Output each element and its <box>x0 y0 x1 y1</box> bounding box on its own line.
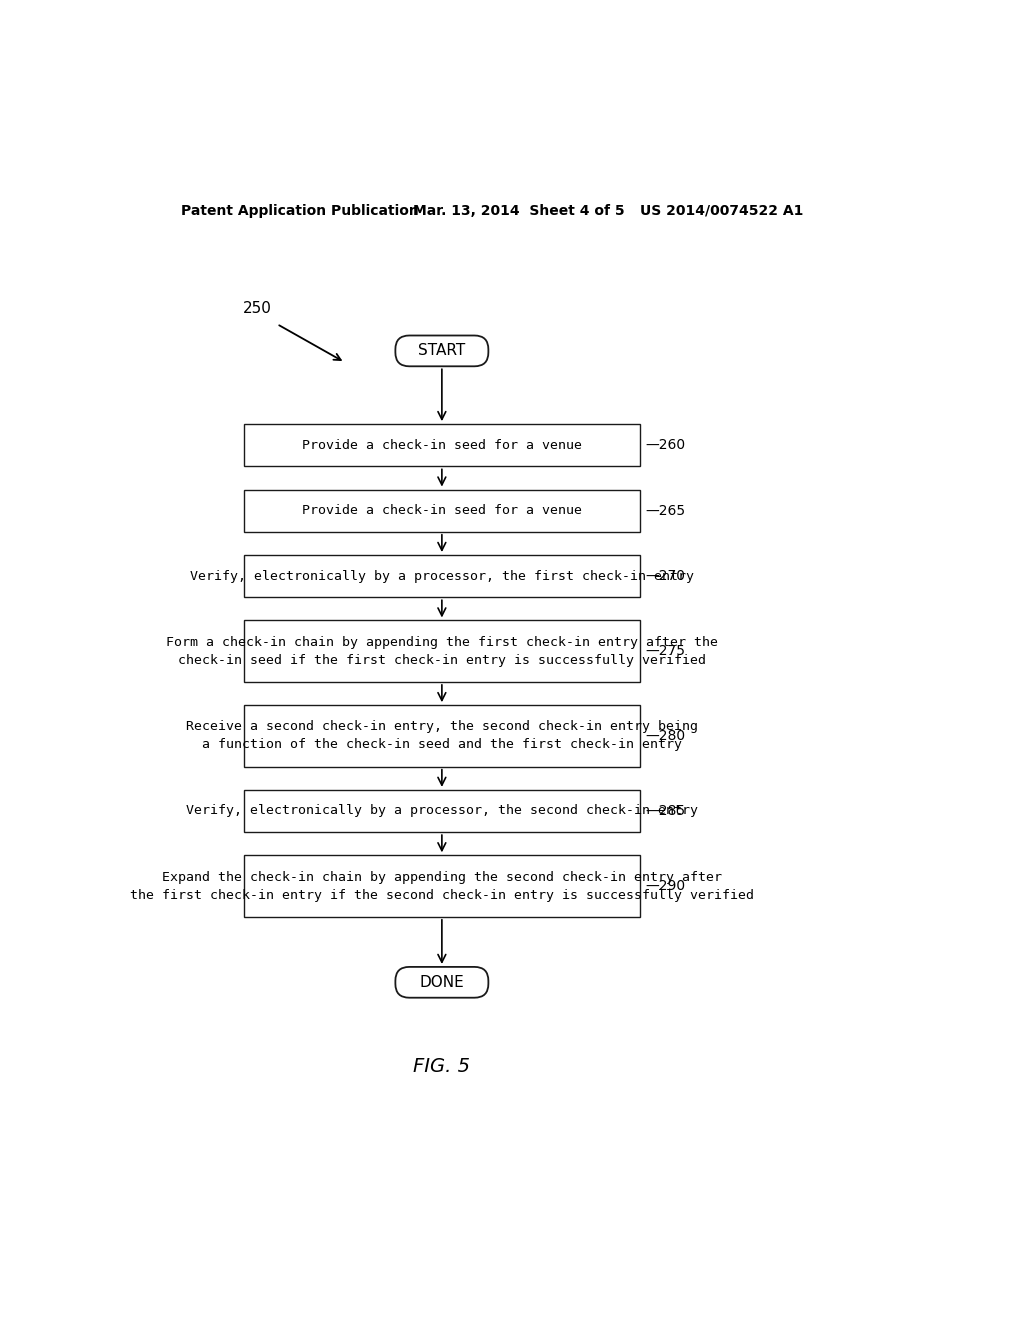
Text: Provide a check-in seed for a venue: Provide a check-in seed for a venue <box>302 504 582 517</box>
Text: US 2014/0074522 A1: US 2014/0074522 A1 <box>640 203 803 218</box>
Text: Patent Application Publication: Patent Application Publication <box>180 203 419 218</box>
Text: START: START <box>418 343 466 359</box>
FancyBboxPatch shape <box>245 490 640 532</box>
Text: —265: —265 <box>646 504 686 517</box>
FancyBboxPatch shape <box>245 554 640 598</box>
FancyBboxPatch shape <box>245 620 640 682</box>
FancyBboxPatch shape <box>395 335 488 367</box>
Text: —285: —285 <box>646 804 686 818</box>
Text: 250: 250 <box>243 301 271 315</box>
Text: —280: —280 <box>646 729 686 743</box>
Text: Receive a second check-in entry, the second check-in entry being
a function of t: Receive a second check-in entry, the sec… <box>186 721 698 751</box>
FancyBboxPatch shape <box>245 424 640 466</box>
Text: Mar. 13, 2014  Sheet 4 of 5: Mar. 13, 2014 Sheet 4 of 5 <box>414 203 625 218</box>
Text: Form a check-in chain by appending the first check-in entry after the
check-in s: Form a check-in chain by appending the f… <box>166 636 718 667</box>
FancyBboxPatch shape <box>245 705 640 767</box>
FancyBboxPatch shape <box>245 855 640 917</box>
FancyBboxPatch shape <box>395 966 488 998</box>
Text: Verify, electronically by a processor, the second check-in entry: Verify, electronically by a processor, t… <box>186 804 698 817</box>
Text: DONE: DONE <box>420 974 464 990</box>
Text: —260: —260 <box>646 438 686 453</box>
Text: —270: —270 <box>646 569 686 583</box>
Text: Verify, electronically by a processor, the first check-in entry: Verify, electronically by a processor, t… <box>189 570 694 582</box>
FancyBboxPatch shape <box>245 789 640 832</box>
Text: Expand the check-in chain by appending the second check-in entry after
the first: Expand the check-in chain by appending t… <box>130 871 754 902</box>
Text: FIG. 5: FIG. 5 <box>414 1057 470 1077</box>
Text: Provide a check-in seed for a venue: Provide a check-in seed for a venue <box>302 438 582 451</box>
Text: —275: —275 <box>646 644 686 659</box>
Text: —290: —290 <box>646 879 686 894</box>
